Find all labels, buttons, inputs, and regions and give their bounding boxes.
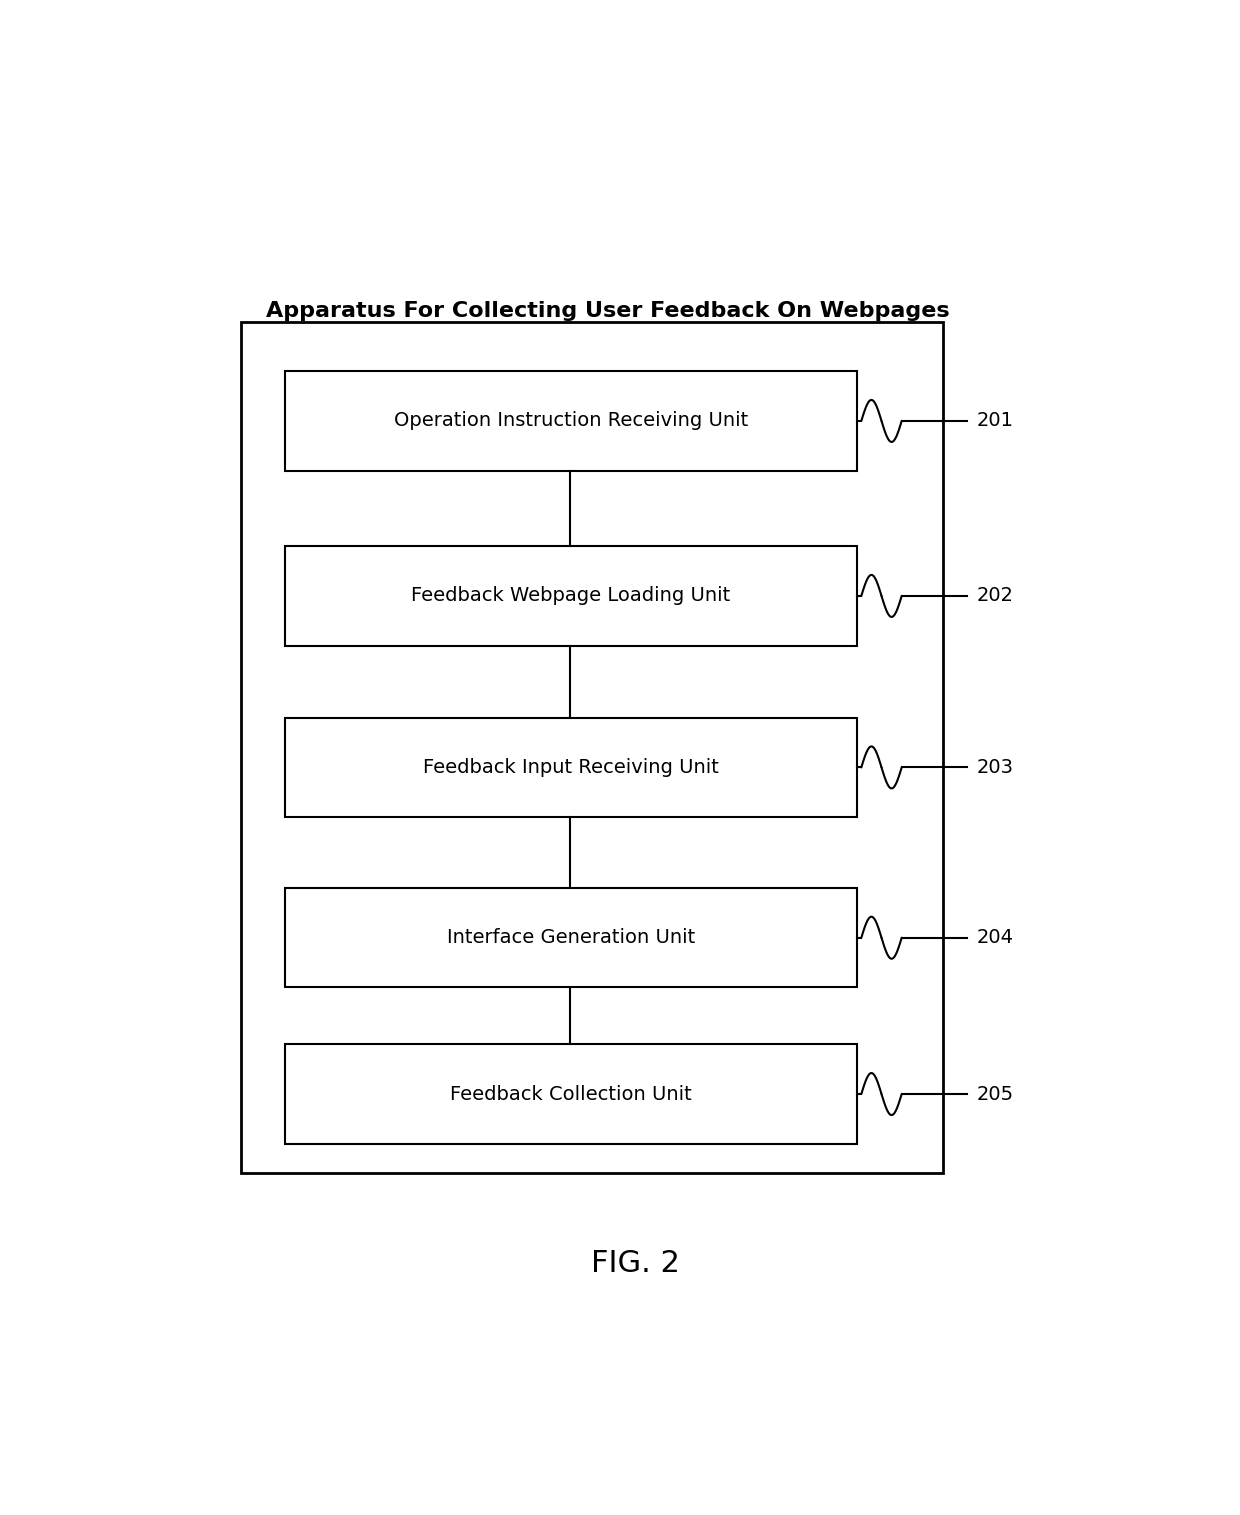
Text: Operation Instruction Receiving Unit: Operation Instruction Receiving Unit bbox=[393, 412, 748, 430]
Bar bbox=[285, 371, 857, 471]
Bar bbox=[285, 1044, 857, 1144]
Text: 205: 205 bbox=[977, 1085, 1014, 1103]
Bar bbox=[285, 547, 857, 645]
Text: Feedback Webpage Loading Unit: Feedback Webpage Loading Unit bbox=[410, 586, 730, 606]
Text: 202: 202 bbox=[977, 586, 1013, 606]
Text: FIG. 2: FIG. 2 bbox=[591, 1248, 680, 1277]
Text: Feedback Input Receiving Unit: Feedback Input Receiving Unit bbox=[423, 758, 718, 777]
Bar bbox=[285, 888, 857, 988]
Text: 201: 201 bbox=[977, 412, 1013, 430]
Text: Interface Generation Unit: Interface Generation Unit bbox=[446, 929, 694, 947]
Text: 203: 203 bbox=[977, 758, 1013, 777]
Text: 204: 204 bbox=[977, 929, 1013, 947]
Bar bbox=[285, 718, 857, 817]
Text: Feedback Collection Unit: Feedback Collection Unit bbox=[450, 1085, 692, 1103]
Bar bbox=[242, 321, 942, 1173]
Text: Apparatus For Collecting User Feedback On Webpages: Apparatus For Collecting User Feedback O… bbox=[265, 301, 949, 321]
